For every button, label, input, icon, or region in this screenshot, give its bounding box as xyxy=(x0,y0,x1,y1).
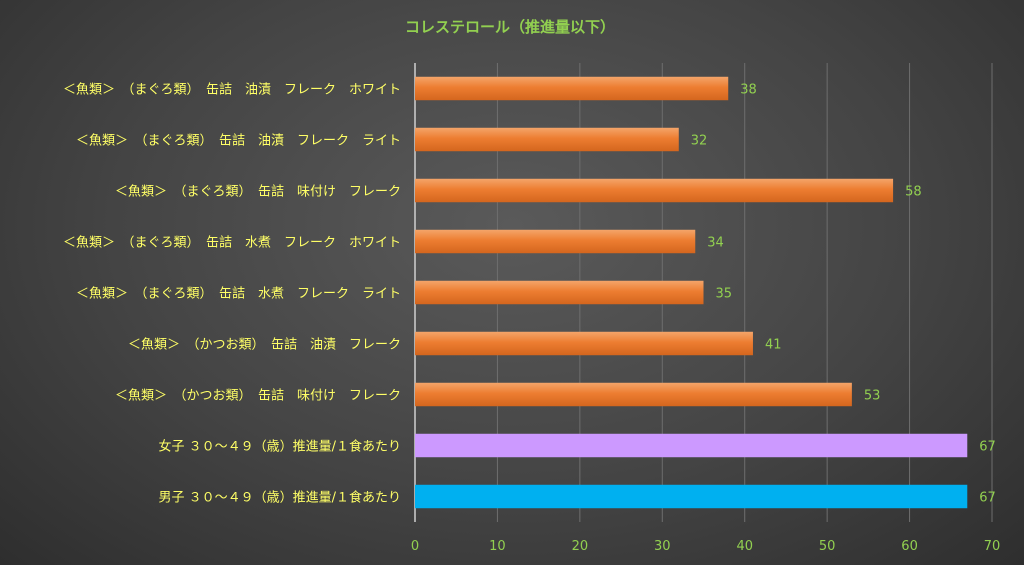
x-tick-label: 20 xyxy=(572,539,589,554)
x-tick-label: 40 xyxy=(736,539,753,554)
x-tick-label: 70 xyxy=(984,539,1001,554)
bars: 38 32 58 34 35 41 53 67 67 xyxy=(415,76,996,509)
bar xyxy=(415,382,852,407)
category-label: ＜魚類＞ （まぐろ類） 缶詰 水煮 フレーク ホワイト xyxy=(63,235,401,251)
x-tick-label: 50 xyxy=(819,539,836,554)
x-axis-ticks: 0 10 20 30 40 50 60 70 xyxy=(411,539,1000,554)
bar xyxy=(415,178,894,203)
data-label: 53 xyxy=(864,389,881,404)
category-label: ＜魚類＞ （まぐろ類） 缶詰 味付け フレーク xyxy=(115,184,401,200)
category-label: ＜魚類＞ （かつお類） 缶詰 油漬 フレーク xyxy=(128,337,401,353)
bar xyxy=(415,76,729,101)
chart-title: コレステロール（推進量以下） xyxy=(405,18,615,36)
category-label: ＜魚類＞ （まぐろ類） 缶詰 水煮 フレーク ライト xyxy=(76,286,401,302)
data-label: 41 xyxy=(765,338,782,353)
data-label: 34 xyxy=(707,236,724,251)
category-label: ＜魚類＞ （まぐろ類） 缶詰 油漬 フレーク ライト xyxy=(76,133,401,149)
x-tick-label: 60 xyxy=(901,539,918,554)
data-label: 58 xyxy=(905,185,922,200)
bar xyxy=(415,331,753,356)
category-label: 女子 ３０～４９（歳）推進量/１食あたり xyxy=(158,439,401,455)
data-label: 67 xyxy=(979,491,996,506)
x-tick-label: 30 xyxy=(654,539,671,554)
data-label: 35 xyxy=(716,287,733,302)
bar xyxy=(415,127,679,152)
x-tick-label: 0 xyxy=(411,539,419,554)
data-label: 38 xyxy=(740,83,757,98)
category-labels: ＜魚類＞ （まぐろ類） 缶詰 油漬 フレーク ホワイト ＜魚類＞ （まぐろ類） 缶… xyxy=(63,82,401,506)
x-tick-label: 10 xyxy=(489,539,506,554)
bar xyxy=(415,229,696,254)
data-label: 67 xyxy=(979,440,996,455)
bar xyxy=(415,484,968,509)
category-label: ＜魚類＞ （まぐろ類） 缶詰 油漬 フレーク ホワイト xyxy=(63,82,401,98)
bar xyxy=(415,280,704,305)
bar xyxy=(415,433,968,458)
data-label: 32 xyxy=(691,134,708,149)
category-label: ＜魚類＞ （かつお類） 缶詰 味付け フレーク xyxy=(115,388,401,404)
category-label: 男子 ３０～４９（歳）推進量/１食あたり xyxy=(158,490,401,506)
